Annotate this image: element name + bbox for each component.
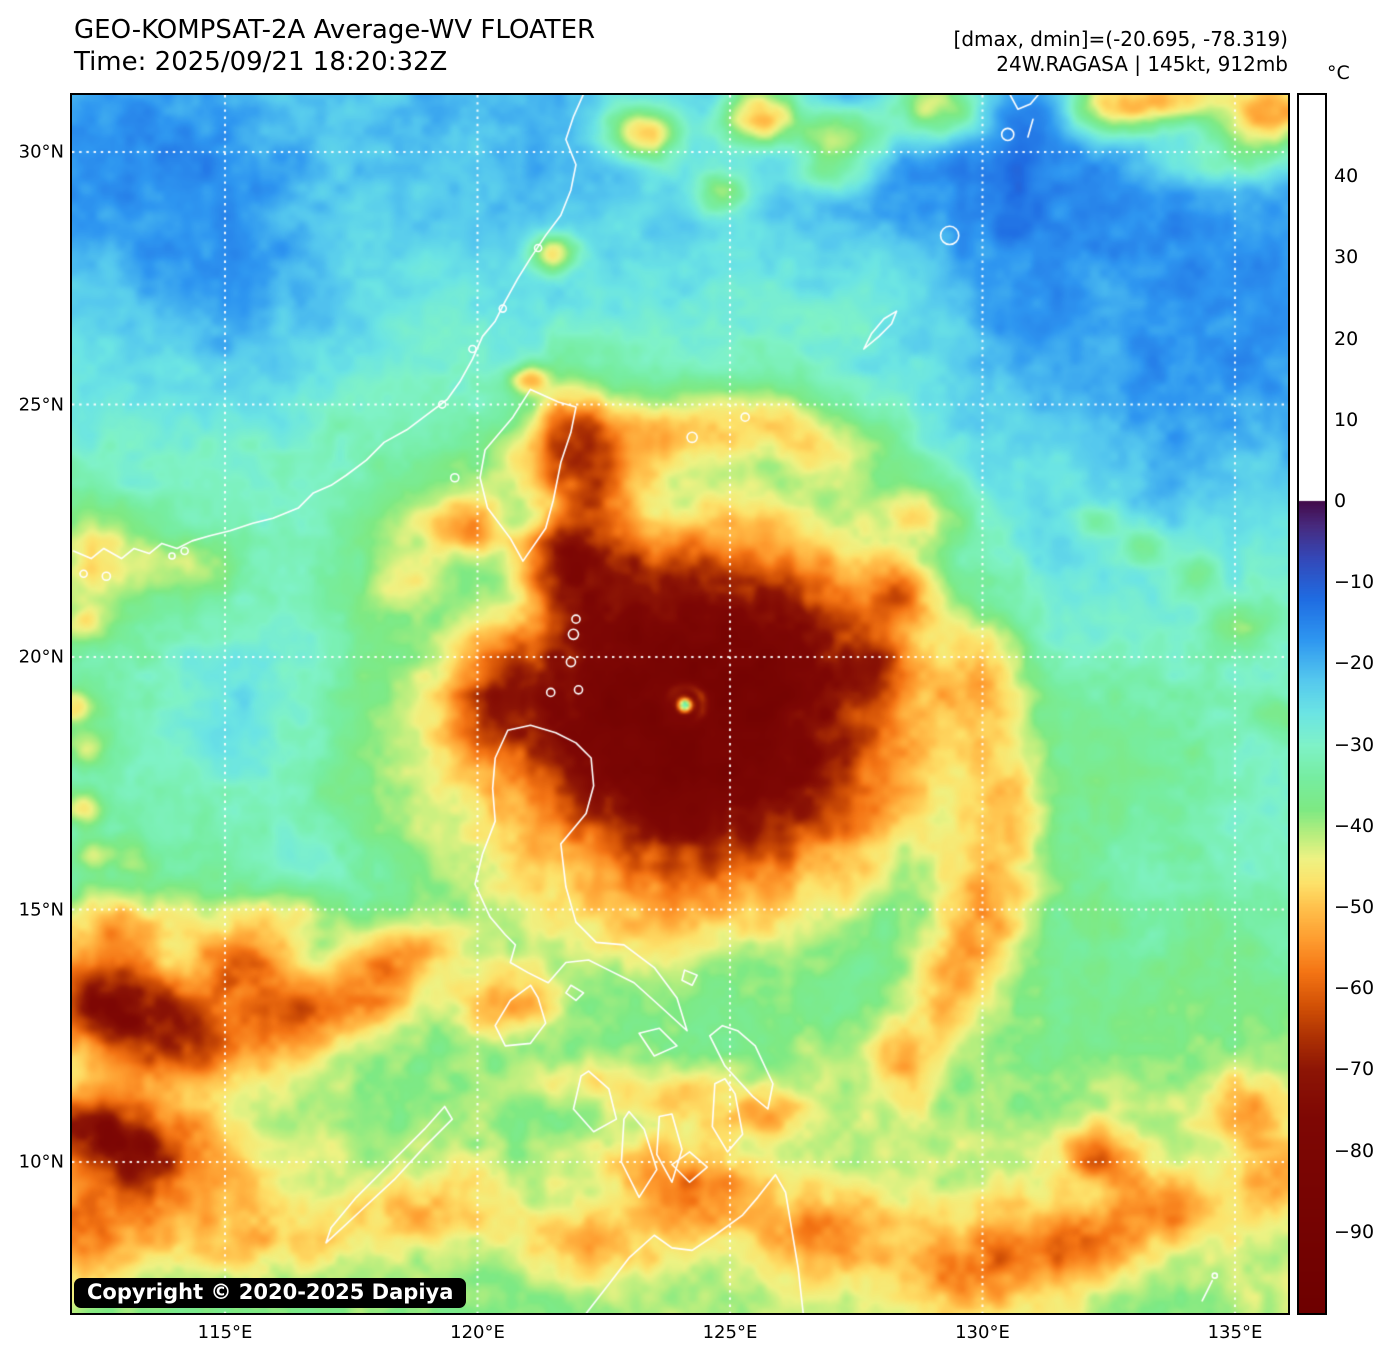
colorbar-tick-label: −50 xyxy=(1334,896,1375,918)
colorbar-tick-label: 20 xyxy=(1334,327,1359,350)
lon-axis-label: 135°E xyxy=(1207,1322,1263,1343)
product-time: Time: 2025/09/21 18:20:32Z xyxy=(74,47,448,77)
satellite-map-canvas xyxy=(72,95,1288,1313)
storm-info-block: [dmax, dmin]=(-20.695, -78.319) 24W.RAGA… xyxy=(954,27,1288,77)
product-title: GEO-KOMPSAT-2A Average-WV FLOATER xyxy=(74,15,596,45)
lat-axis-label: 20°N xyxy=(18,646,64,668)
lat-axis-label: 25°N xyxy=(18,394,64,416)
colorbar-tick-label: 0 xyxy=(1334,490,1347,512)
colorbar-unit-label: °C xyxy=(1327,62,1350,84)
colorbar-tick-label: −60 xyxy=(1334,977,1375,1000)
lon-axis-label: 130°E xyxy=(955,1322,1010,1343)
colorbar-tick-label: 10 xyxy=(1334,408,1359,431)
colorbar-tick-label: −80 xyxy=(1334,1139,1375,1162)
lat-axis-label: 15°N xyxy=(18,899,64,921)
colorbar-tick-label: −90 xyxy=(1334,1220,1375,1243)
colorbar-gradient-canvas xyxy=(1299,95,1325,1313)
lon-axis-label: 125°E xyxy=(702,1322,758,1343)
colorbar-tick-label: −20 xyxy=(1334,652,1375,675)
lon-axis-label: 120°E xyxy=(450,1322,505,1343)
colorbar-tick-label: −40 xyxy=(1334,814,1375,837)
storm-id-intensity: 24W.RAGASA | 145kt, 912mb xyxy=(996,52,1288,76)
colorbar-tick-label: 30 xyxy=(1334,246,1359,269)
colorbar-tick-label: −30 xyxy=(1334,733,1375,756)
lat-axis-label: 10°N xyxy=(18,1151,64,1173)
colorbar-tick-label: 40 xyxy=(1334,165,1359,188)
copyright-badge: Copyright © 2020-2025 Dapiya xyxy=(74,1278,467,1308)
title-block: GEO-KOMPSAT-2A Average-WV FLOATER Time: … xyxy=(74,14,595,78)
colorbar-tick-label: −10 xyxy=(1334,571,1375,594)
colorbar-tick-label: −70 xyxy=(1334,1058,1375,1081)
colorbar xyxy=(1297,93,1327,1315)
lon-axis-label: 115°E xyxy=(197,1322,253,1343)
dmax-dmin-readout: [dmax, dmin]=(-20.695, -78.319) xyxy=(953,27,1288,51)
lat-axis-label: 30°N xyxy=(18,141,64,163)
